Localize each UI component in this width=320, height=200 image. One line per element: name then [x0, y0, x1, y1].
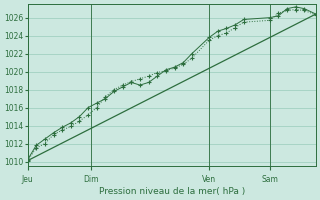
X-axis label: Pression niveau de la mer( hPa ): Pression niveau de la mer( hPa ): [99, 187, 245, 196]
